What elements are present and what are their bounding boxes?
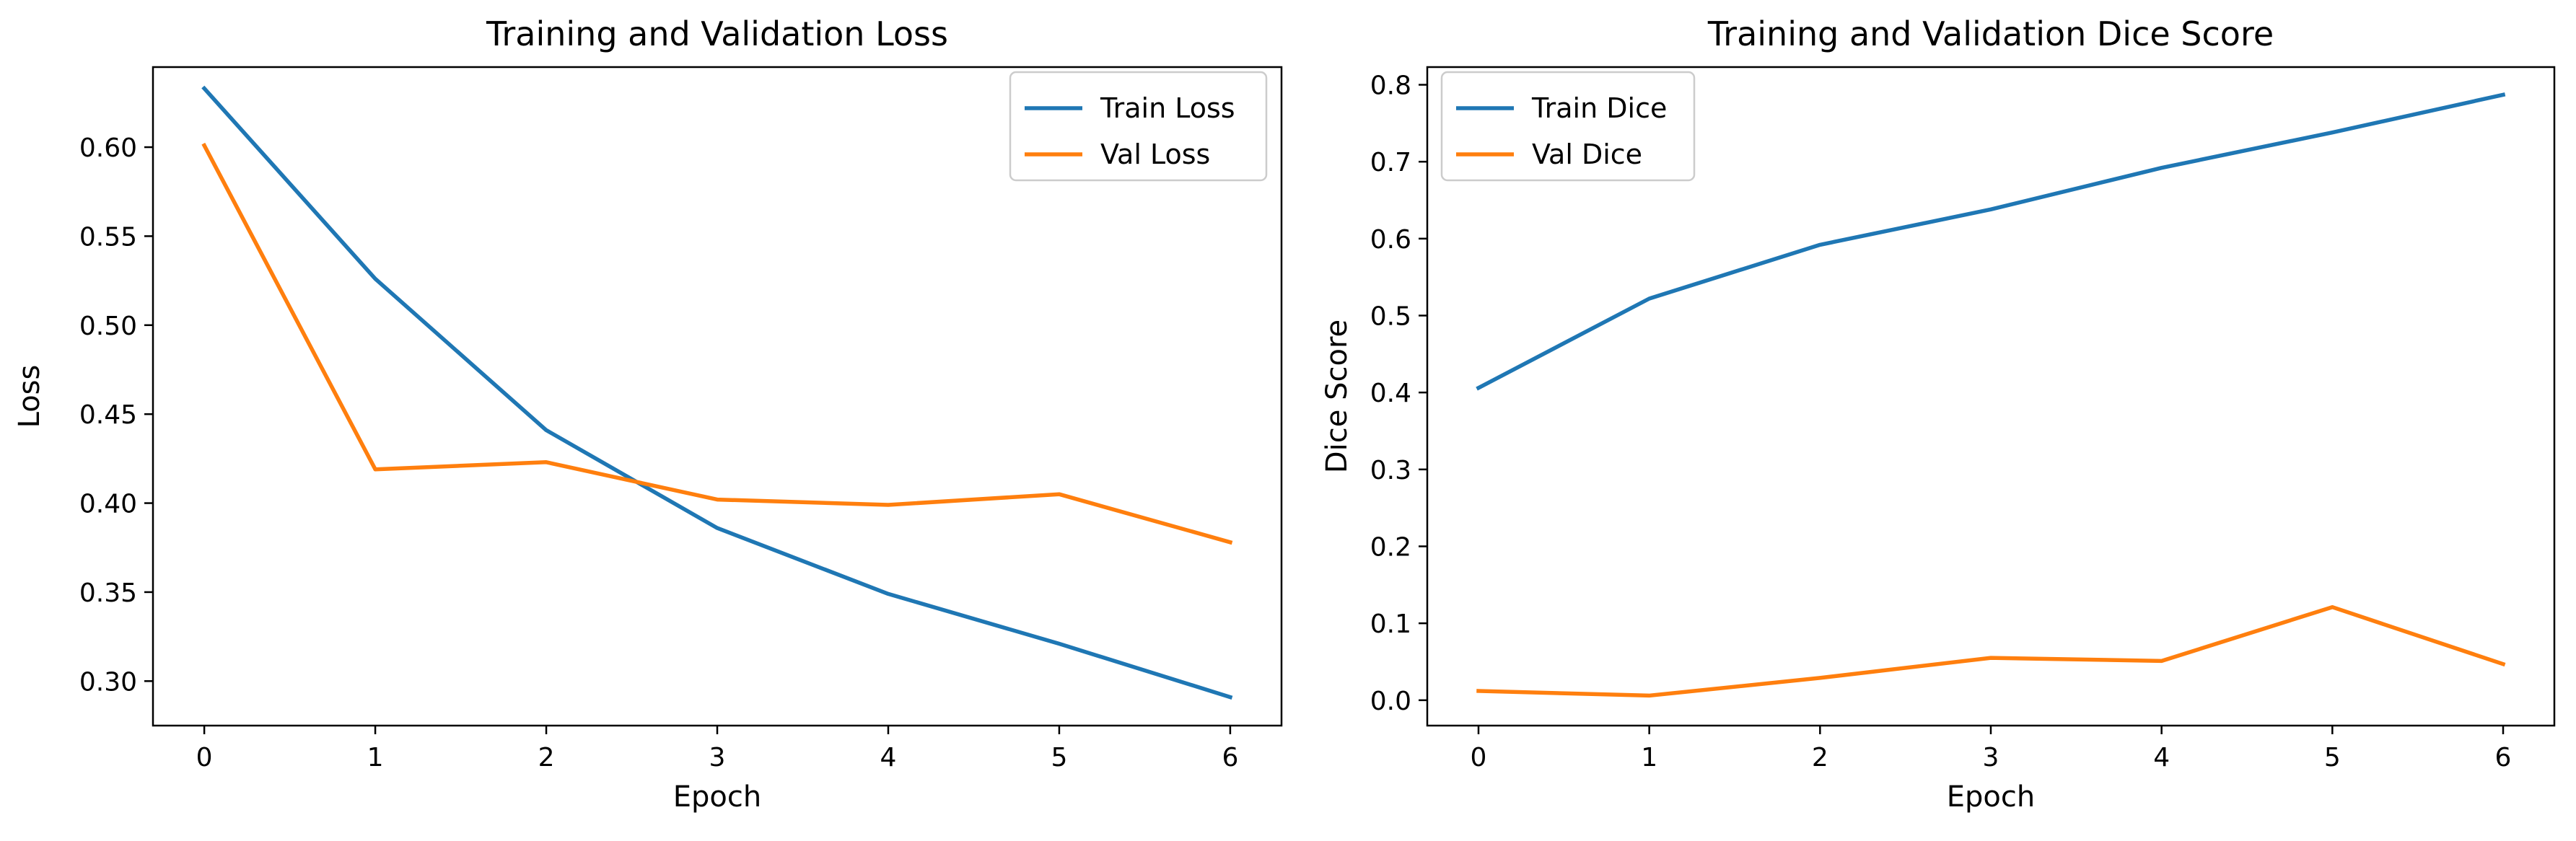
x-tick-label: 4 bbox=[880, 743, 897, 772]
chart-title-loss: Training and Validation Loss bbox=[486, 14, 948, 53]
legend-entry: Val Loss bbox=[1100, 138, 1210, 170]
x-tick-label: 1 bbox=[367, 743, 384, 772]
y-tick-label: 0.8 bbox=[1370, 71, 1411, 101]
x-tick-label: 1 bbox=[1641, 743, 1657, 772]
chart-title-dice: Training and Validation Dice Score bbox=[1707, 14, 2274, 53]
y-tick-label: 0.5 bbox=[1370, 302, 1411, 332]
y-tick-label: 0.45 bbox=[79, 400, 137, 430]
x-tick-label: 5 bbox=[1051, 743, 1067, 772]
series-line-train-loss bbox=[201, 85, 1233, 700]
y-tick-label: 0.6 bbox=[1370, 225, 1411, 255]
chart-dice: Training and Validation Dice Score 0 1 2 3 4 5… bbox=[1320, 14, 2556, 814]
y-tick-label: 0.0 bbox=[1370, 687, 1411, 716]
x-tick-label: 0 bbox=[1471, 743, 1487, 772]
x-tick-label: 6 bbox=[2495, 743, 2512, 772]
legend-dice: Train Dice Val Dice bbox=[1440, 71, 1696, 182]
x-axis-label-dice: Epoch bbox=[1947, 780, 2035, 814]
legend-entry: Train Dice bbox=[1531, 92, 1667, 124]
x-tick-label: 6 bbox=[1222, 743, 1238, 772]
y-tick-label: 0.35 bbox=[79, 578, 137, 608]
legend-entry: Val Dice bbox=[1532, 138, 1642, 170]
x-tick-label: 3 bbox=[1983, 743, 1999, 772]
y-tick-label: 0.3 bbox=[1370, 456, 1411, 485]
y-tick-label: 0.2 bbox=[1370, 532, 1411, 562]
legend-loss: Train Loss Val Loss bbox=[1009, 71, 1268, 182]
y-tick-label: 0.50 bbox=[79, 312, 137, 341]
y-axis-label-loss: Loss bbox=[13, 365, 46, 428]
y-tick-label: 0.4 bbox=[1370, 379, 1411, 408]
y-axis-label-dice: Dice Score bbox=[1320, 320, 1354, 473]
y-tick-label: 0.1 bbox=[1370, 609, 1411, 639]
y-tick-label: 0.30 bbox=[79, 667, 137, 697]
y-tick-label: 0.55 bbox=[79, 222, 137, 252]
x-tick-label: 2 bbox=[538, 743, 555, 772]
x-axis-label-loss: Epoch bbox=[673, 780, 761, 814]
x-tick-label: 0 bbox=[196, 743, 213, 772]
series-line-train-dice bbox=[1476, 92, 2506, 391]
x-tick-label: 3 bbox=[709, 743, 726, 772]
x-tick-label: 5 bbox=[2324, 743, 2341, 772]
y-tick-label: 0.60 bbox=[79, 133, 137, 163]
series-line-val-loss bbox=[201, 142, 1233, 545]
x-tick-label: 2 bbox=[1812, 743, 1828, 772]
chart-loss: Training and Validation Loss 0 1 2 3 4 5 6 0.30 0… bbox=[13, 14, 1283, 814]
series-line-val-dice bbox=[1476, 604, 2506, 698]
y-tick-label: 0.40 bbox=[79, 490, 137, 519]
y-tick-label: 0.7 bbox=[1370, 148, 1411, 177]
legend-entry: Train Loss bbox=[1100, 92, 1235, 124]
x-tick-label: 4 bbox=[2153, 743, 2170, 772]
